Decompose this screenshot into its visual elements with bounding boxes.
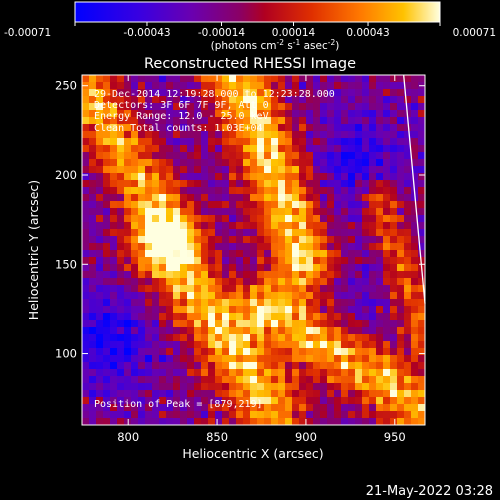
colorbar-tick-label: 0.00043 (346, 27, 389, 39)
colorbar-tick-label: 0.00014 (272, 27, 316, 39)
y-tick-label: 150 (55, 257, 77, 271)
axis-ticks: 800 850 900 950 100 150 200 250 (55, 75, 425, 444)
annotation-clean-counts: Clean Total counts: 1.03E+04 (94, 123, 263, 134)
colorbar-ticks: -0.00071 -0.00043 -0.00014 0.00014 0.00043 0.… (4, 22, 496, 39)
annotation-detectors: Detectors: 3F 6F 7F 9F, Att 0 (94, 100, 269, 111)
colorbar-tick-label: 0.00071 (453, 27, 496, 39)
plot-frame (81, 74, 426, 426)
y-tick-label: 100 (55, 347, 77, 361)
colorbar-tick-label: -0.00043 (123, 27, 170, 39)
x-tick-label: 900 (295, 430, 317, 444)
plot-timestamp: 21-May-2022 03:28 (366, 484, 493, 499)
colorbar (74, 1, 441, 23)
x-tick-label: 950 (384, 430, 406, 444)
x-tick-label: 800 (117, 430, 139, 444)
x-axis-label: Heliocentric X (arcsec) (182, 446, 323, 461)
colorbar-tick-label: -0.00014 (198, 27, 246, 39)
colorbar-tick-label: -0.00071 (4, 27, 51, 39)
annotation-peak-position: Position of Peak = [879,219] (94, 399, 263, 410)
colorbar-unit: (photons cm-2 s-1 asec-2) (211, 38, 340, 52)
x-tick-label: 850 (206, 430, 228, 444)
solar-limb-line (403, 74, 426, 304)
annotation-time-range: 29-Dec-2014 12:19:28.000 to 12:23:28.000 (94, 89, 335, 100)
heatmap-image (82, 75, 425, 425)
y-tick-label: 200 (55, 168, 77, 182)
y-axis-label: Heliocentric Y (arcsec) (26, 180, 41, 320)
y-tick-label: 250 (55, 79, 77, 93)
chart-title: Reconstructed RHESSI Image (144, 56, 356, 72)
annotation-energy-range: Energy Range: 12.0 - 25.0 keV (94, 111, 269, 122)
